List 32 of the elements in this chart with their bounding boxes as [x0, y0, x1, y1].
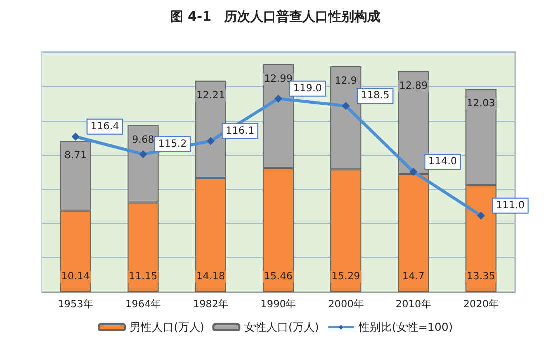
data-label: 114.0 — [428, 156, 458, 168]
x-tick-label: 2000年 — [328, 298, 364, 310]
legend-label: 男性人口(万人) — [130, 321, 205, 334]
x-tick-label: 1990年 — [260, 298, 296, 310]
data-label: 111.0 — [496, 200, 525, 212]
data-label: 12.21 — [196, 90, 226, 102]
data-label: 14.18 — [196, 272, 226, 282]
data-label: 8.71 — [64, 150, 87, 162]
chart-title: 图 4-1 历次人口普查人口性别构成 — [170, 9, 381, 25]
data-label: 12.89 — [399, 80, 428, 92]
data-label: 119.0 — [294, 83, 322, 94]
data-label: 11.15 — [129, 272, 158, 282]
data-label: 12.99 — [264, 74, 293, 85]
data-label: 15.46 — [264, 272, 293, 282]
legend-label: 性别比(女性=100) — [358, 321, 453, 334]
x-tick-label: 1982年 — [193, 298, 229, 310]
data-label: 10.14 — [61, 272, 90, 282]
x-tick-label: 1964年 — [126, 298, 162, 310]
data-label: 116.1 — [226, 126, 255, 137]
data-label: 118.5 — [361, 90, 390, 102]
data-label: 12.03 — [466, 98, 496, 110]
x-tick-label: 2020年 — [463, 298, 499, 310]
data-label: 13.35 — [466, 272, 496, 282]
data-label: 116.4 — [90, 121, 120, 132]
data-label: 15.29 — [332, 272, 360, 282]
legend-label: 女性人口(万人) — [244, 321, 320, 334]
data-label: 12.9 — [334, 76, 358, 87]
x-tick-label: 2010年 — [396, 298, 432, 310]
data-label: 9.68 — [132, 134, 154, 146]
data-label: 14.7 — [402, 272, 425, 282]
data-label: 115.2 — [158, 138, 187, 150]
x-tick-label: 1953年 — [58, 298, 94, 310]
